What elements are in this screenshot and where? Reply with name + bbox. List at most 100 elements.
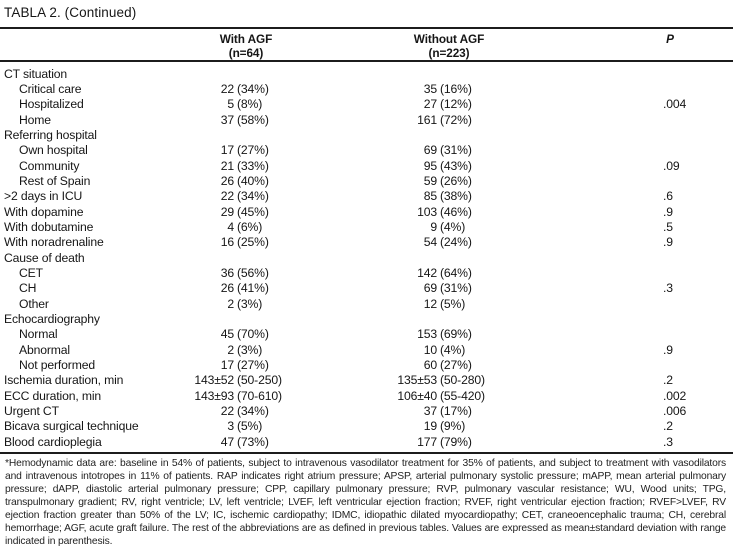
without-agf-number: 161 — [417, 112, 437, 127]
without-agf-value: 12 (5%) — [349, 297, 531, 312]
without-agf-parenthetical: (9%) — [440, 419, 466, 434]
with-agf-parenthetical: (45%) — [237, 204, 269, 219]
without-agf-value: 19 (9%) — [349, 419, 531, 434]
with-agf-value: 22 (34%) — [146, 189, 328, 204]
row-label: Hospitalized — [19, 97, 84, 112]
with-agf-value: 143±52 (50-250) — [146, 373, 328, 388]
table-row: With noradrenaline 16 (25%) 54 (24%) .9 — [0, 235, 733, 250]
table-row: Rest of Spain 26 (40%) 59 (26%) — [0, 174, 733, 189]
without-agf-number: 27 — [423, 97, 437, 112]
with-agf-parenthetical: (6%) — [237, 219, 263, 234]
without-agf-number: 85 — [423, 189, 437, 204]
with-agf-number: 22 — [220, 189, 234, 204]
with-agf-number: 2 — [227, 342, 234, 357]
without-agf-parenthetical: (31%) — [440, 281, 472, 296]
header-rule — [0, 60, 733, 62]
without-agf-number: 106±40 — [397, 388, 437, 403]
table-row: >2 days in ICU 22 (34%) 85 (38%) .6 — [0, 189, 733, 204]
with-agf-value: 45 (70%) — [146, 327, 328, 342]
without-agf-value: 103 (46%) — [349, 205, 531, 220]
without-agf-parenthetical: (46%) — [440, 204, 472, 219]
p-value: .006 — [663, 404, 687, 419]
without-agf-value: 161 (72%) — [349, 113, 531, 128]
with-agf-number: 16 — [220, 235, 234, 250]
without-agf-parenthetical: (50-280) — [440, 373, 485, 388]
row-label: Ischemia duration, min — [4, 373, 124, 388]
with-agf-value: 5 (8%) — [146, 97, 328, 112]
without-agf-parenthetical: (55-420) — [440, 388, 485, 403]
with-agf-value: 16 (25%) — [146, 235, 328, 250]
table-row: CH 26 (41%) 69 (31%) .3 — [0, 281, 733, 296]
without-agf-value: 135±53 (50-280) — [349, 373, 531, 388]
table-row: CT situation — [0, 67, 733, 82]
without-agf-number: 12 — [423, 296, 437, 311]
without-agf-parenthetical: (26%) — [440, 173, 472, 188]
row-label: CT situation — [4, 66, 68, 81]
table-row: Bicava surgical technique 3 (5%) 19 (9%) .… — [0, 419, 733, 434]
with-agf-value: 4 (6%) — [146, 220, 328, 235]
without-agf-parenthetical: (31%) — [440, 143, 472, 158]
with-agf-value: 17 (27%) — [146, 358, 328, 373]
p-value: .9 — [663, 342, 673, 357]
with-agf-value: 26 (41%) — [146, 281, 328, 296]
with-agf-number: 22 — [220, 404, 234, 419]
row-label: ECC duration, min — [4, 388, 102, 403]
without-agf-number: 135±53 — [397, 373, 437, 388]
with-agf-number: 4 — [227, 219, 234, 234]
with-agf-value: 22 (34%) — [146, 82, 328, 97]
table-row: Normal 45 (70%) 153 (69%) — [0, 327, 733, 342]
table-title: TABLA 2. (Continued) — [4, 5, 137, 20]
row-label: CET — [19, 265, 43, 280]
without-agf-value: 106±40 (55-420) — [349, 389, 531, 404]
without-agf-value: 153 (69%) — [349, 327, 531, 342]
with-agf-parenthetical: (73%) — [237, 434, 269, 449]
table-row: With dobutamine 4 (6%) 9 (4%) .5 — [0, 220, 733, 235]
column-header-without-agf-n: (n=223) — [428, 45, 470, 60]
with-agf-value: 2 (3%) — [146, 297, 328, 312]
without-agf-value: 37 (17%) — [349, 404, 531, 419]
p-value: .3 — [663, 434, 673, 449]
p-value: .3 — [663, 281, 673, 296]
with-agf-value: 47 (73%) — [146, 435, 328, 450]
with-agf-number: 36 — [220, 265, 234, 280]
table-row: Critical care 22 (34%) 35 (16%) — [0, 82, 733, 97]
p-value: .5 — [663, 219, 673, 234]
without-agf-number: 69 — [423, 281, 437, 296]
with-agf-value: 26 (40%) — [146, 174, 328, 189]
with-agf-value: 21 (33%) — [146, 159, 328, 174]
table-body: CT situation Critical care 22 (34%) 35 (16… — [0, 67, 733, 451]
without-agf-number: 95 — [423, 158, 437, 173]
column-header-without-agf-label: Without AGF — [413, 32, 485, 46]
with-agf-number: 29 — [220, 204, 234, 219]
without-agf-parenthetical: (43%) — [440, 158, 472, 173]
with-agf-number: 22 — [220, 81, 234, 96]
with-agf-parenthetical: (27%) — [237, 143, 269, 158]
with-agf-parenthetical: (25%) — [237, 235, 269, 250]
without-agf-parenthetical: (17%) — [440, 404, 472, 419]
column-header-with-agf-label: With AGF — [219, 32, 273, 46]
table-row: Community 21 (33%) 95 (43%) .09 — [0, 159, 733, 174]
with-agf-parenthetical: (70-610) — [237, 388, 282, 403]
table-row: Urgent CT 22 (34%) 37 (17%) .006 — [0, 404, 733, 419]
row-label: CH — [19, 281, 37, 296]
row-label: Bicava surgical technique — [4, 419, 139, 434]
row-label: With noradrenaline — [4, 235, 104, 250]
with-agf-number: 17 — [220, 358, 234, 373]
table-row: Hospitalized 5 (8%) 27 (12%) .004 — [0, 97, 733, 112]
with-agf-value: 36 (56%) — [146, 266, 328, 281]
with-agf-number: 26 — [220, 173, 234, 188]
with-agf-parenthetical: (40%) — [237, 173, 269, 188]
with-agf-number: 5 — [227, 97, 234, 112]
with-agf-number: 45 — [220, 327, 234, 342]
without-agf-parenthetical: (64%) — [440, 265, 472, 280]
with-agf-number: 47 — [220, 434, 234, 449]
without-agf-parenthetical: (72%) — [440, 112, 472, 127]
column-header-with-agf-n: (n=64) — [228, 45, 264, 60]
without-agf-parenthetical: (38%) — [440, 189, 472, 204]
without-agf-parenthetical: (79%) — [440, 434, 472, 449]
table-row: With dopamine 29 (45%) 103 (46%) .9 — [0, 205, 733, 220]
without-agf-number: 19 — [423, 419, 437, 434]
row-label: Not performed — [19, 358, 95, 373]
row-label: Own hospital — [19, 143, 88, 158]
without-agf-number: 59 — [423, 173, 437, 188]
